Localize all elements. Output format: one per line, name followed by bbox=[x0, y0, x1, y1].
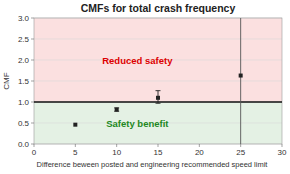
grid-line bbox=[34, 81, 282, 82]
x-tick-label: 25 bbox=[236, 148, 245, 157]
y-tick-label: 0.5 bbox=[18, 119, 30, 128]
point bbox=[115, 108, 119, 112]
x-tick bbox=[158, 144, 159, 147]
plot-marks bbox=[34, 18, 282, 144]
x-tick bbox=[116, 144, 117, 147]
x-tick-label: 10 bbox=[112, 148, 121, 157]
regions bbox=[34, 18, 282, 144]
region-band bbox=[34, 18, 282, 102]
y-tick bbox=[31, 144, 34, 145]
x-tick bbox=[282, 144, 283, 147]
y-tick-label: 2.0 bbox=[18, 56, 30, 65]
y-tick bbox=[31, 39, 34, 40]
x-tick-label: 20 bbox=[195, 148, 204, 157]
x-tick-label: 15 bbox=[154, 148, 163, 157]
y-tick-label: 2.5 bbox=[18, 35, 30, 44]
y-tick bbox=[31, 18, 34, 19]
error-bar bbox=[114, 108, 119, 111]
chart: 0 5 10 15 20 25 30 0.0 0.5 1.0 1.5 2.0 2.5 3.0 Reduced… bbox=[0, 0, 290, 174]
point bbox=[239, 74, 243, 78]
y-tick bbox=[31, 81, 34, 82]
title: CMFs for total crash frequency bbox=[81, 2, 236, 14]
region-label: Safety benefit bbox=[106, 118, 169, 129]
y-tick-label: 1.5 bbox=[18, 77, 30, 86]
point bbox=[156, 96, 160, 100]
y-axis-label: CMF bbox=[2, 72, 11, 89]
grid-line bbox=[34, 39, 282, 40]
x-tick-label: 0 bbox=[32, 148, 37, 157]
reference-line-x bbox=[240, 18, 241, 144]
region-band bbox=[34, 102, 282, 144]
x-tick bbox=[75, 144, 76, 147]
plot-frame bbox=[34, 18, 282, 144]
point bbox=[73, 123, 77, 127]
x-tick-label: 30 bbox=[278, 148, 287, 157]
error-bar bbox=[156, 91, 161, 104]
y-tick bbox=[31, 123, 34, 124]
y-tick-label: 1.0 bbox=[18, 98, 30, 107]
x-tick bbox=[240, 144, 241, 147]
y-tick bbox=[31, 102, 34, 103]
region-label: Reduced safety bbox=[102, 55, 173, 66]
y-tick-label: 3.0 bbox=[18, 14, 30, 23]
y-tick-label: 0.0 bbox=[18, 140, 30, 149]
x-tick bbox=[199, 144, 200, 147]
x-tick-label: 5 bbox=[73, 148, 78, 157]
y-tick bbox=[31, 60, 34, 61]
x-tick bbox=[34, 144, 35, 147]
x-axis-label: Difference beween posted and engineering… bbox=[37, 160, 269, 169]
